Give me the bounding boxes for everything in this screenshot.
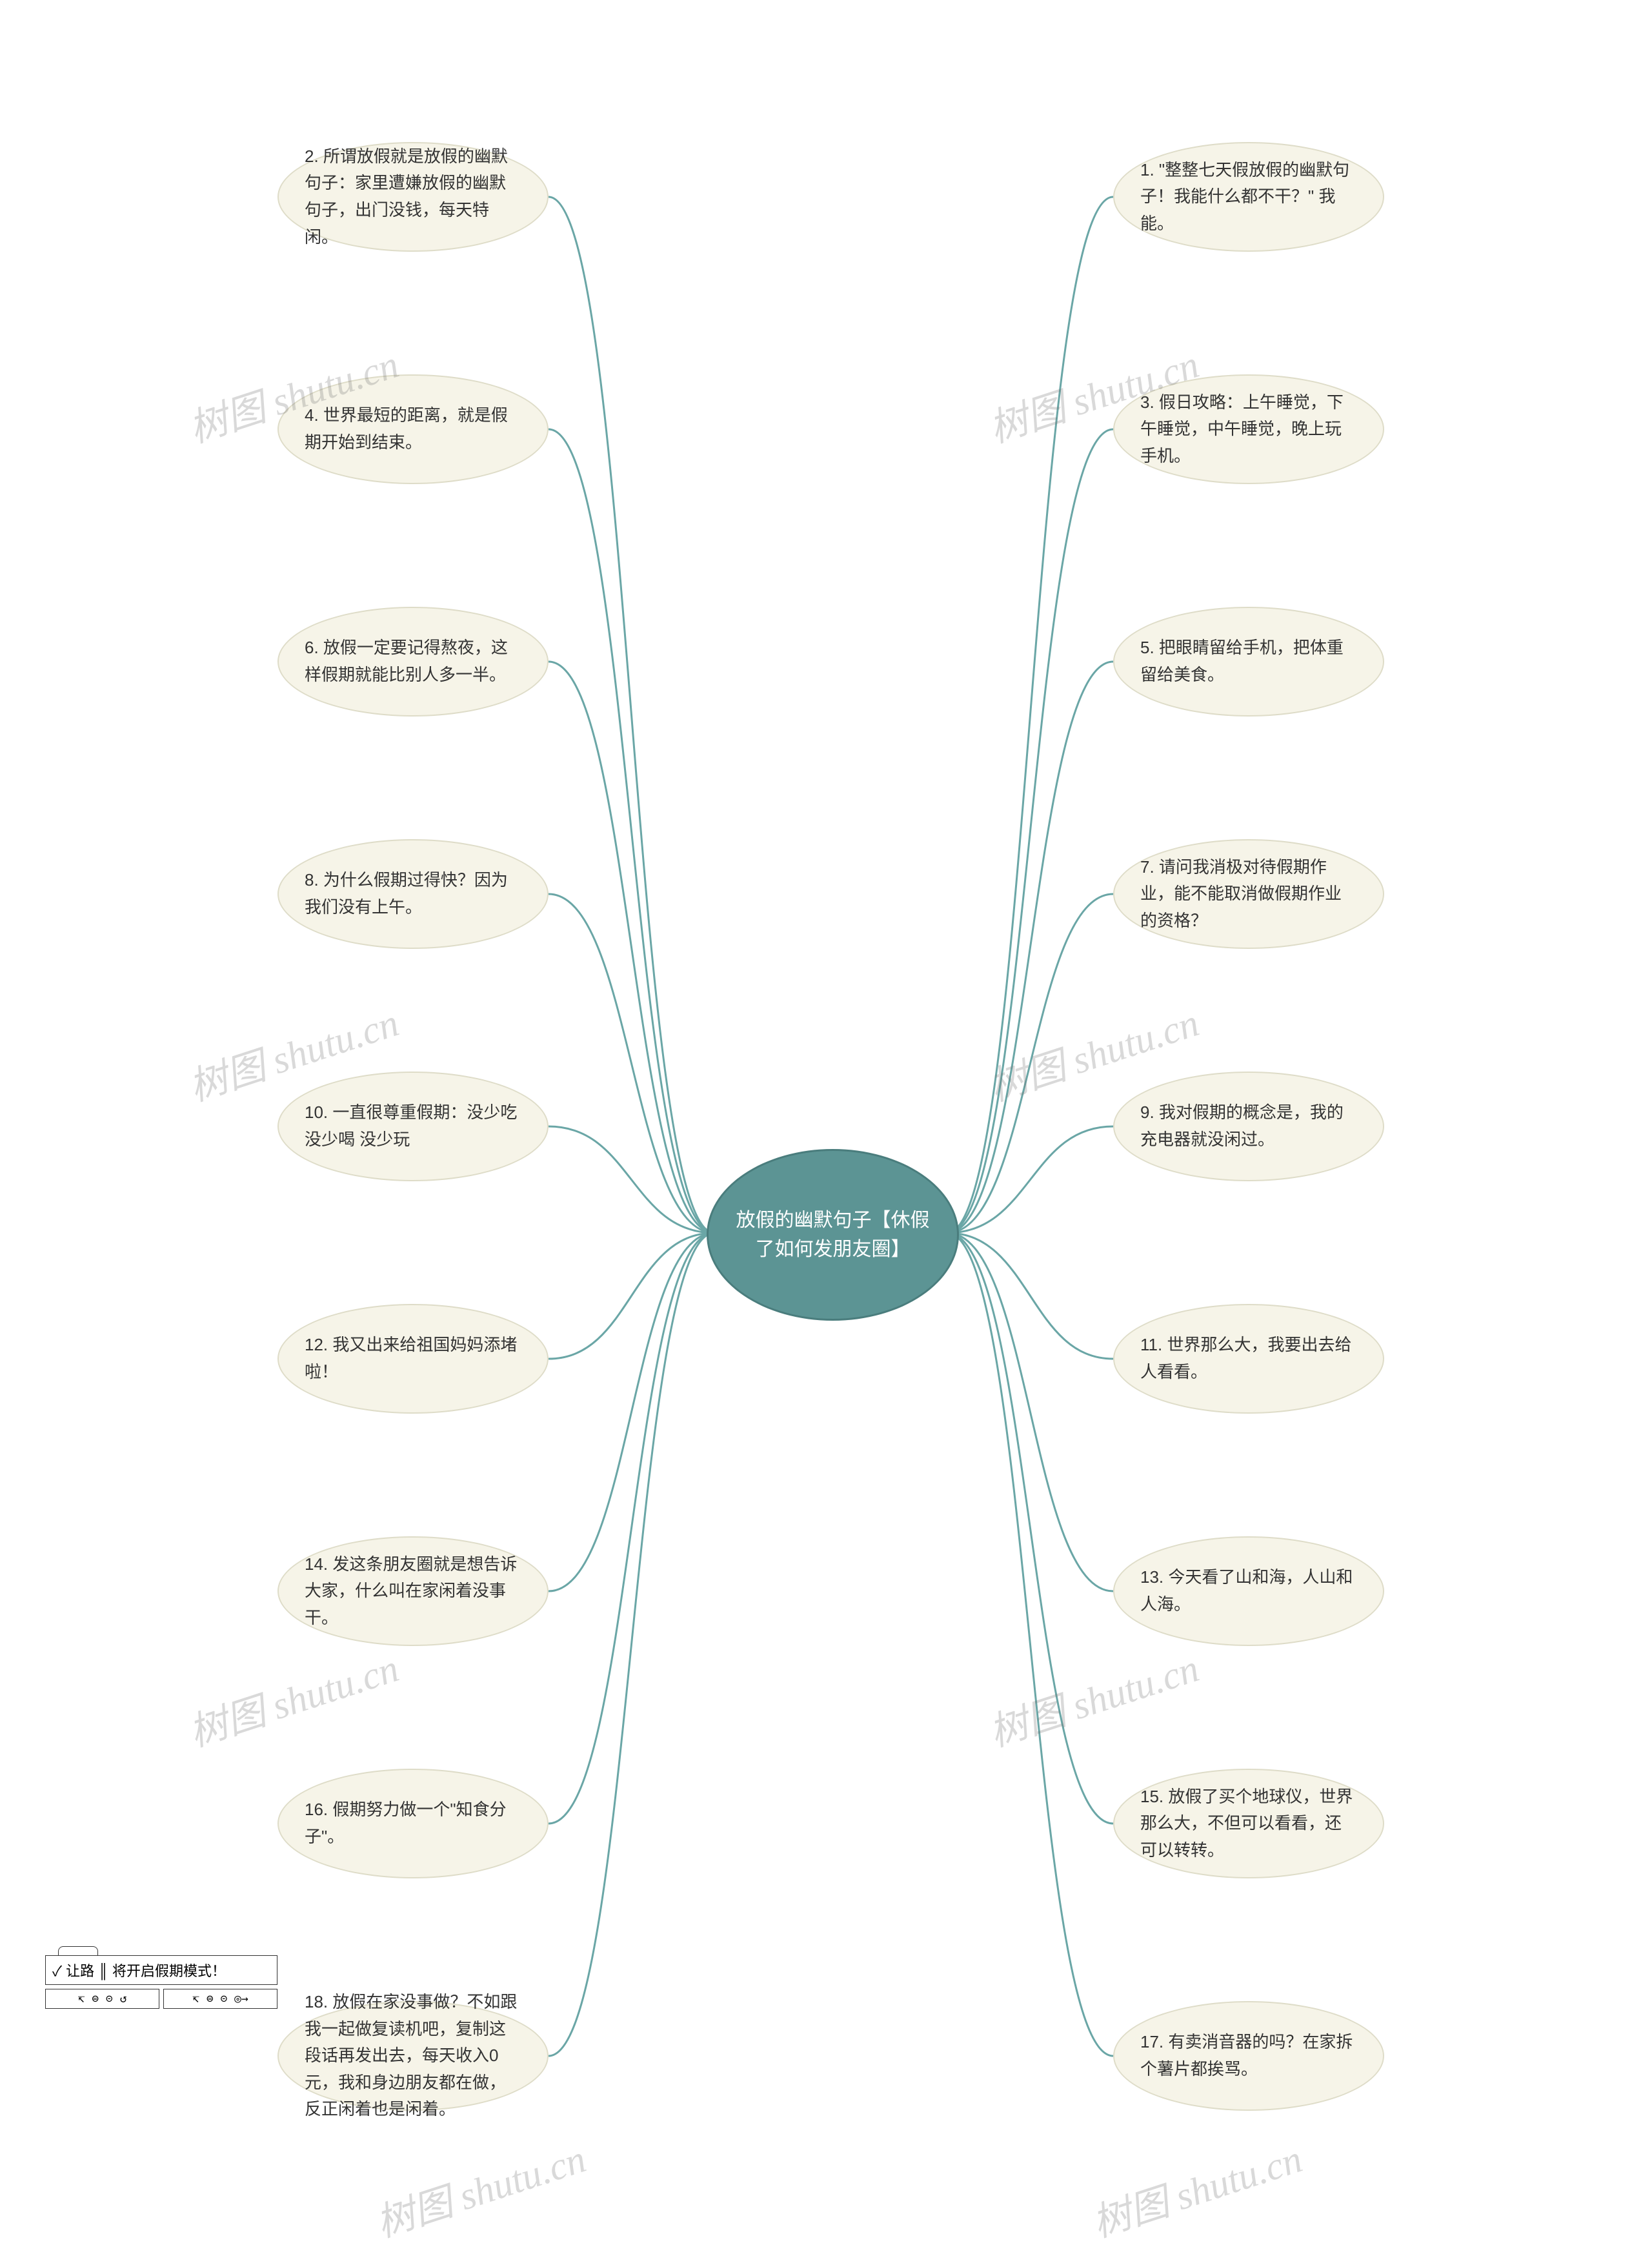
right-node-5[interactable]: 11. 世界那么大，我要出去给人看看。 [1113,1304,1384,1414]
widget-tab [58,1946,98,1956]
left-node-4[interactable]: 10. 一直很尊重假期：没少吃 没少喝 没少玩 [277,1072,549,1181]
center-node[interactable]: 放假的幽默句子【休假了如何发朋友圈】 [707,1149,959,1321]
node-text: 8. 为什么假期过得快？因为我们没有上午。 [305,867,521,920]
node-text: 11. 世界那么大，我要出去给人看看。 [1140,1332,1357,1385]
node-text: 9. 我对假期的概念是，我的充电器就没闲过。 [1140,1099,1357,1153]
right-node-8[interactable]: 17. 有卖消音器的吗？在家拆个薯片都挨骂。 [1113,2001,1384,2111]
left-node-5[interactable]: 12. 我又出来给祖国妈妈添堵啦！ [277,1304,549,1414]
watermark: 树图 shutu.cn [981,1637,1205,1758]
connector-lines [0,0,1652,2247]
node-text: 4. 世界最短的距离，就是假期开始到结束。 [305,402,521,456]
left-node-7[interactable]: 16. 假期努力做一个"知食分子"。 [277,1769,549,1878]
left-node-1[interactable]: 4. 世界最短的距离，就是假期开始到结束。 [277,374,549,484]
node-text: 13. 今天看了山和海，人山和人海。 [1140,1564,1357,1618]
left-node-8[interactable]: 18. 放假在家没事做？不如跟我一起做复读机吧，复制这段话再发出去，每天收入0元… [277,2001,549,2111]
widget-line2b[interactable]: ↸ ⊜ ⊝ ◎→ [163,1989,277,2009]
watermark: 树图 shutu.cn [181,1637,405,1758]
center-node-text: 放假的幽默句子【休假了如何发朋友圈】 [709,1206,957,1264]
widget-line1[interactable]: ✓ 让路 ║ 将开启假期模式！ [45,1955,277,1985]
right-node-1[interactable]: 3. 假日攻略：上午睡觉，下午睡觉，中午睡觉，晚上玩手机。 [1113,374,1384,484]
bottom-left-widget: ✓ 让路 ║ 将开启假期模式！ ↸ ⊜ ⊝ ↺ ↸ ⊜ ⊝ ◎→ [45,1946,277,2009]
node-text: 1. "整整七天假放假的幽默句子！我能什么都不干？" 我能。 [1140,157,1357,238]
node-text: 14. 发这条朋友圈就是想告诉大家，什么叫在家闲着没事干。 [305,1551,521,1632]
right-node-2[interactable]: 5. 把眼睛留给手机，把体重留给美食。 [1113,607,1384,717]
node-text: 12. 我又出来给祖国妈妈添堵啦！ [305,1332,521,1385]
right-node-7[interactable]: 15. 放假了买个地球仪，世界那么大，不但可以看看，还可以转转。 [1113,1769,1384,1878]
left-node-3[interactable]: 8. 为什么假期过得快？因为我们没有上午。 [277,839,549,949]
right-node-3[interactable]: 7. 请问我消极对待假期作业，能不能取消做假期作业的资格？ [1113,839,1384,949]
watermark: 树图 shutu.cn [1084,2128,1308,2247]
node-text: 16. 假期努力做一个"知食分子"。 [305,1796,521,1850]
mindmap-canvas: 2. 所谓放假就是放假的幽默句子：家里遭嫌放假的幽默句子，出门没钱，每天特闲。 4… [0,0,1652,2247]
node-text: 5. 把眼睛留给手机，把体重留给美食。 [1140,635,1357,688]
left-node-6[interactable]: 14. 发这条朋友圈就是想告诉大家，什么叫在家闲着没事干。 [277,1536,549,1646]
right-node-0[interactable]: 1. "整整七天假放假的幽默句子！我能什么都不干？" 我能。 [1113,142,1384,252]
node-text: 6. 放假一定要记得熬夜，这样假期就能比别人多一半。 [305,635,521,688]
right-node-4[interactable]: 9. 我对假期的概念是，我的充电器就没闲过。 [1113,1072,1384,1181]
right-node-6[interactable]: 13. 今天看了山和海，人山和人海。 [1113,1536,1384,1646]
widget-line2a[interactable]: ↸ ⊜ ⊝ ↺ [45,1989,159,2009]
node-text: 7. 请问我消极对待假期作业，能不能取消做假期作业的资格？ [1140,854,1357,935]
left-node-0[interactable]: 2. 所谓放假就是放假的幽默句子：家里遭嫌放假的幽默句子，出门没钱，每天特闲。 [277,142,549,252]
node-text: 2. 所谓放假就是放假的幽默句子：家里遭嫌放假的幽默句子，出门没钱，每天特闲。 [305,143,521,250]
watermark: 树图 shutu.cn [368,2128,592,2247]
left-node-2[interactable]: 6. 放假一定要记得熬夜，这样假期就能比别人多一半。 [277,607,549,717]
node-text: 18. 放假在家没事做？不如跟我一起做复读机吧，复制这段话再发出去，每天收入0元… [305,1989,521,2123]
node-text: 17. 有卖消音器的吗？在家拆个薯片都挨骂。 [1140,2029,1357,2082]
node-text: 3. 假日攻略：上午睡觉，下午睡觉，中午睡觉，晚上玩手机。 [1140,389,1357,470]
node-text: 10. 一直很尊重假期：没少吃 没少喝 没少玩 [305,1099,521,1153]
node-text: 15. 放假了买个地球仪，世界那么大，不但可以看看，还可以转转。 [1140,1784,1357,1864]
